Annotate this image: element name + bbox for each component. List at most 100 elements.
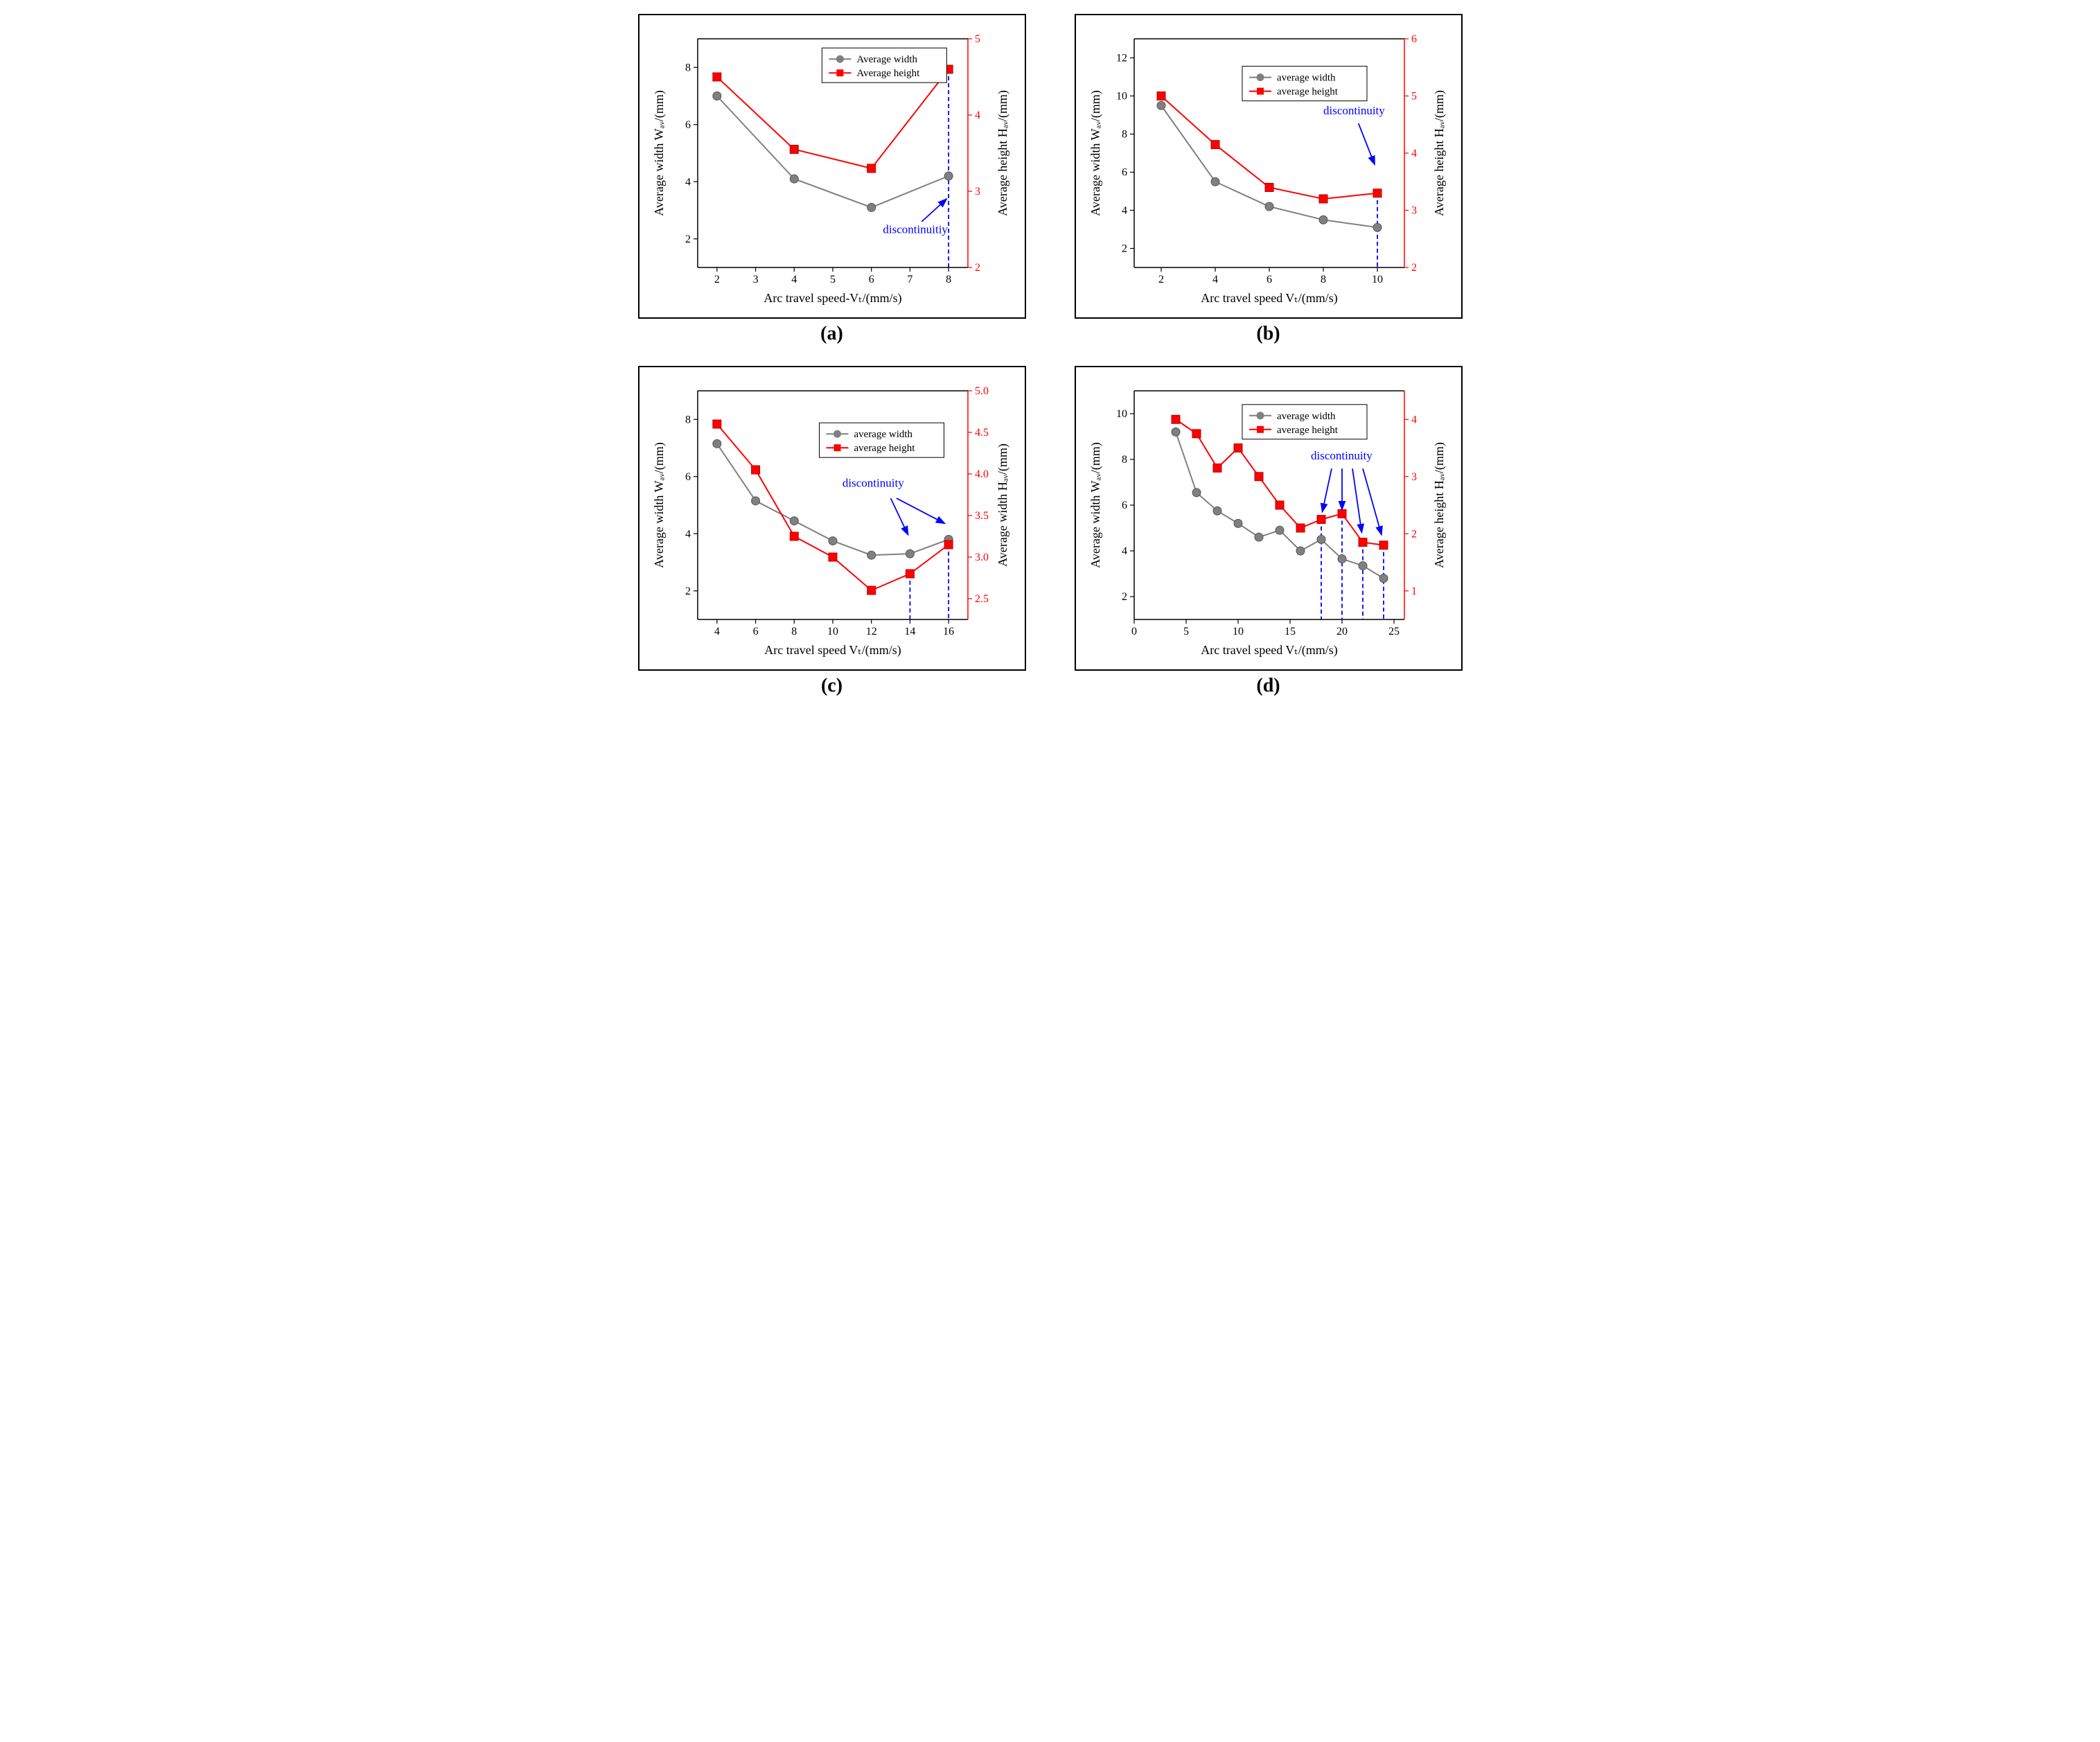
figure-grid: 2 3 4 5 6 7 8 2 4 6 8 2 3 4 5 Arc travel speed-Vₜ/(mm/s… bbox=[635, 14, 1466, 697]
svg-text:average height: average height bbox=[1277, 87, 1339, 98]
svg-text:2.5: 2.5 bbox=[975, 593, 989, 605]
svg-text:10: 10 bbox=[1372, 274, 1383, 285]
svg-text:8: 8 bbox=[685, 414, 691, 425]
svg-text:10: 10 bbox=[1233, 626, 1244, 637]
svg-text:5: 5 bbox=[1411, 91, 1417, 103]
svg-text:6: 6 bbox=[1411, 33, 1417, 45]
svg-text:4: 4 bbox=[1411, 414, 1417, 425]
svg-text:4: 4 bbox=[685, 176, 691, 188]
svg-text:Arc travel speed Vₜ/(mm/s): Arc travel speed Vₜ/(mm/s) bbox=[1201, 291, 1337, 306]
svg-text:3: 3 bbox=[752, 274, 758, 285]
svg-text:8: 8 bbox=[1321, 274, 1326, 285]
svg-text:4: 4 bbox=[1122, 205, 1127, 217]
svg-text:6: 6 bbox=[868, 274, 874, 285]
svg-text:4: 4 bbox=[791, 274, 797, 285]
svg-text:2: 2 bbox=[685, 586, 691, 597]
svg-text:Average width Wₐᵥ/(mm): Average width Wₐᵥ/(mm) bbox=[1088, 442, 1103, 568]
caption-a: (a) bbox=[820, 323, 843, 345]
chart-svg: 05101520252468101234Arc travel speed Vₜ/… bbox=[1086, 377, 1453, 661]
svg-text:3: 3 bbox=[1411, 205, 1417, 217]
svg-text:discontinuity: discontinuity bbox=[842, 477, 903, 490]
svg-text:25: 25 bbox=[1388, 626, 1400, 637]
svg-text:3.0: 3.0 bbox=[975, 552, 989, 563]
svg-text:Average height Hₐᵥ/(mm): Average height Hₐᵥ/(mm) bbox=[1432, 90, 1447, 216]
svg-text:6: 6 bbox=[685, 471, 691, 483]
svg-text:2: 2 bbox=[1122, 591, 1127, 603]
svg-text:0: 0 bbox=[1131, 626, 1137, 637]
svg-text:8: 8 bbox=[1122, 129, 1127, 141]
panel-b-cell: 2468102468101223456Arc travel speed Vₜ/(… bbox=[1071, 14, 1466, 345]
svg-text:average height: average height bbox=[854, 443, 915, 454]
svg-text:10: 10 bbox=[1116, 408, 1127, 420]
svg-text:3: 3 bbox=[1411, 471, 1417, 483]
svg-text:2: 2 bbox=[1411, 528, 1417, 540]
svg-text:4: 4 bbox=[714, 626, 719, 637]
svg-text:average width: average width bbox=[854, 429, 912, 440]
svg-text:12: 12 bbox=[1116, 53, 1127, 64]
svg-text:15: 15 bbox=[1285, 626, 1296, 637]
svg-text:4: 4 bbox=[1122, 545, 1127, 557]
svg-text:average width: average width bbox=[1277, 73, 1336, 84]
svg-text:2: 2 bbox=[714, 274, 719, 285]
svg-text:8: 8 bbox=[685, 62, 691, 73]
chart-panel-c: 4 6 8 10 12 14 16 2 4 6 8 2.5 3.0 3.5 4.0 4.5 5.0 Arc tra… bbox=[638, 366, 1026, 671]
svg-text:Average height Hₐᵥ/(mm): Average height Hₐᵥ/(mm) bbox=[1432, 442, 1447, 568]
svg-text:Average width Wₐᵥ/(mm): Average width Wₐᵥ/(mm) bbox=[652, 90, 667, 216]
svg-text:8: 8 bbox=[1122, 454, 1127, 466]
chart-svg: 4 6 8 10 12 14 16 2 4 6 8 2.5 3.0 3.5 4.0 4.5 5.0 Arc tra… bbox=[649, 377, 1016, 661]
svg-text:2: 2 bbox=[1411, 262, 1417, 274]
svg-text:2: 2 bbox=[975, 262, 980, 274]
svg-text:1: 1 bbox=[1411, 586, 1417, 597]
svg-text:Arc travel speed Vₜ/(mm/s): Arc travel speed Vₜ/(mm/s) bbox=[764, 643, 901, 658]
svg-text:5: 5 bbox=[975, 33, 980, 45]
panel-c-cell: 4 6 8 10 12 14 16 2 4 6 8 2.5 3.0 3.5 4.0 4.5 5.0 Arc tra… bbox=[635, 366, 1030, 697]
svg-text:3.5: 3.5 bbox=[975, 510, 989, 522]
svg-text:Average width: Average width bbox=[856, 54, 917, 65]
svg-text:10: 10 bbox=[827, 626, 838, 637]
svg-text:Arc travel speed Vₜ/(mm/s): Arc travel speed Vₜ/(mm/s) bbox=[1201, 643, 1337, 658]
svg-text:14: 14 bbox=[904, 626, 915, 637]
svg-text:2: 2 bbox=[685, 234, 691, 245]
svg-text:5.0: 5.0 bbox=[975, 385, 989, 397]
svg-text:Average height Hₐᵥ/(mm): Average height Hₐᵥ/(mm) bbox=[996, 90, 1010, 216]
svg-text:6: 6 bbox=[1122, 167, 1127, 179]
svg-text:Average width Wₐᵥ/(mm): Average width Wₐᵥ/(mm) bbox=[1088, 90, 1103, 216]
svg-text:5: 5 bbox=[1183, 626, 1189, 637]
caption-d: (d) bbox=[1256, 675, 1280, 697]
svg-text:16: 16 bbox=[943, 626, 954, 637]
svg-text:6: 6 bbox=[1267, 274, 1272, 285]
chart-panel-a: 2 3 4 5 6 7 8 2 4 6 8 2 3 4 5 Arc travel speed-Vₜ/(mm/s… bbox=[638, 14, 1026, 319]
caption-c: (c) bbox=[821, 675, 842, 697]
svg-text:6: 6 bbox=[1122, 500, 1127, 511]
svg-text:5: 5 bbox=[830, 274, 836, 285]
svg-text:20: 20 bbox=[1336, 626, 1348, 637]
svg-text:7: 7 bbox=[907, 274, 912, 285]
chart-panel-b: 2468102468101223456Arc travel speed Vₜ/(… bbox=[1075, 14, 1463, 319]
svg-text:average height: average height bbox=[1277, 425, 1339, 436]
svg-text:3: 3 bbox=[975, 186, 980, 197]
svg-text:4.0: 4.0 bbox=[975, 468, 989, 480]
chart-svg: 2 3 4 5 6 7 8 2 4 6 8 2 3 4 5 Arc travel speed-Vₜ/(mm/s… bbox=[649, 25, 1016, 309]
svg-text:discontinuitiy: discontinuitiy bbox=[883, 223, 948, 236]
svg-text:discontinuity: discontinuity bbox=[1323, 104, 1385, 117]
svg-text:6: 6 bbox=[685, 119, 691, 131]
svg-text:12: 12 bbox=[865, 626, 876, 637]
svg-text:4: 4 bbox=[975, 109, 980, 121]
chart-svg: 2468102468101223456Arc travel speed Vₜ/(… bbox=[1086, 25, 1453, 309]
svg-text:Average height: Average height bbox=[856, 68, 920, 79]
svg-text:10: 10 bbox=[1116, 91, 1127, 103]
svg-text:Average width Wₐᵥ/(mm): Average width Wₐᵥ/(mm) bbox=[652, 442, 667, 568]
svg-text:4.5: 4.5 bbox=[975, 427, 989, 439]
chart-panel-d: 05101520252468101234Arc travel speed Vₜ/… bbox=[1075, 366, 1463, 671]
svg-text:4: 4 bbox=[1411, 148, 1417, 159]
svg-text:2: 2 bbox=[1158, 274, 1164, 285]
svg-text:Average width Hₐᵥ/(mm): Average width Hₐᵥ/(mm) bbox=[996, 443, 1010, 567]
svg-text:4: 4 bbox=[685, 528, 691, 540]
svg-text:8: 8 bbox=[946, 274, 951, 285]
svg-text:discontinuity: discontinuity bbox=[1311, 449, 1373, 462]
svg-text:8: 8 bbox=[791, 626, 797, 637]
svg-text:6: 6 bbox=[752, 626, 758, 637]
panel-a-cell: 2 3 4 5 6 7 8 2 4 6 8 2 3 4 5 Arc travel speed-Vₜ/(mm/s… bbox=[635, 14, 1030, 345]
caption-b: (b) bbox=[1256, 323, 1280, 345]
svg-text:Arc travel speed-Vₜ/(mm/s): Arc travel speed-Vₜ/(mm/s) bbox=[764, 291, 901, 306]
